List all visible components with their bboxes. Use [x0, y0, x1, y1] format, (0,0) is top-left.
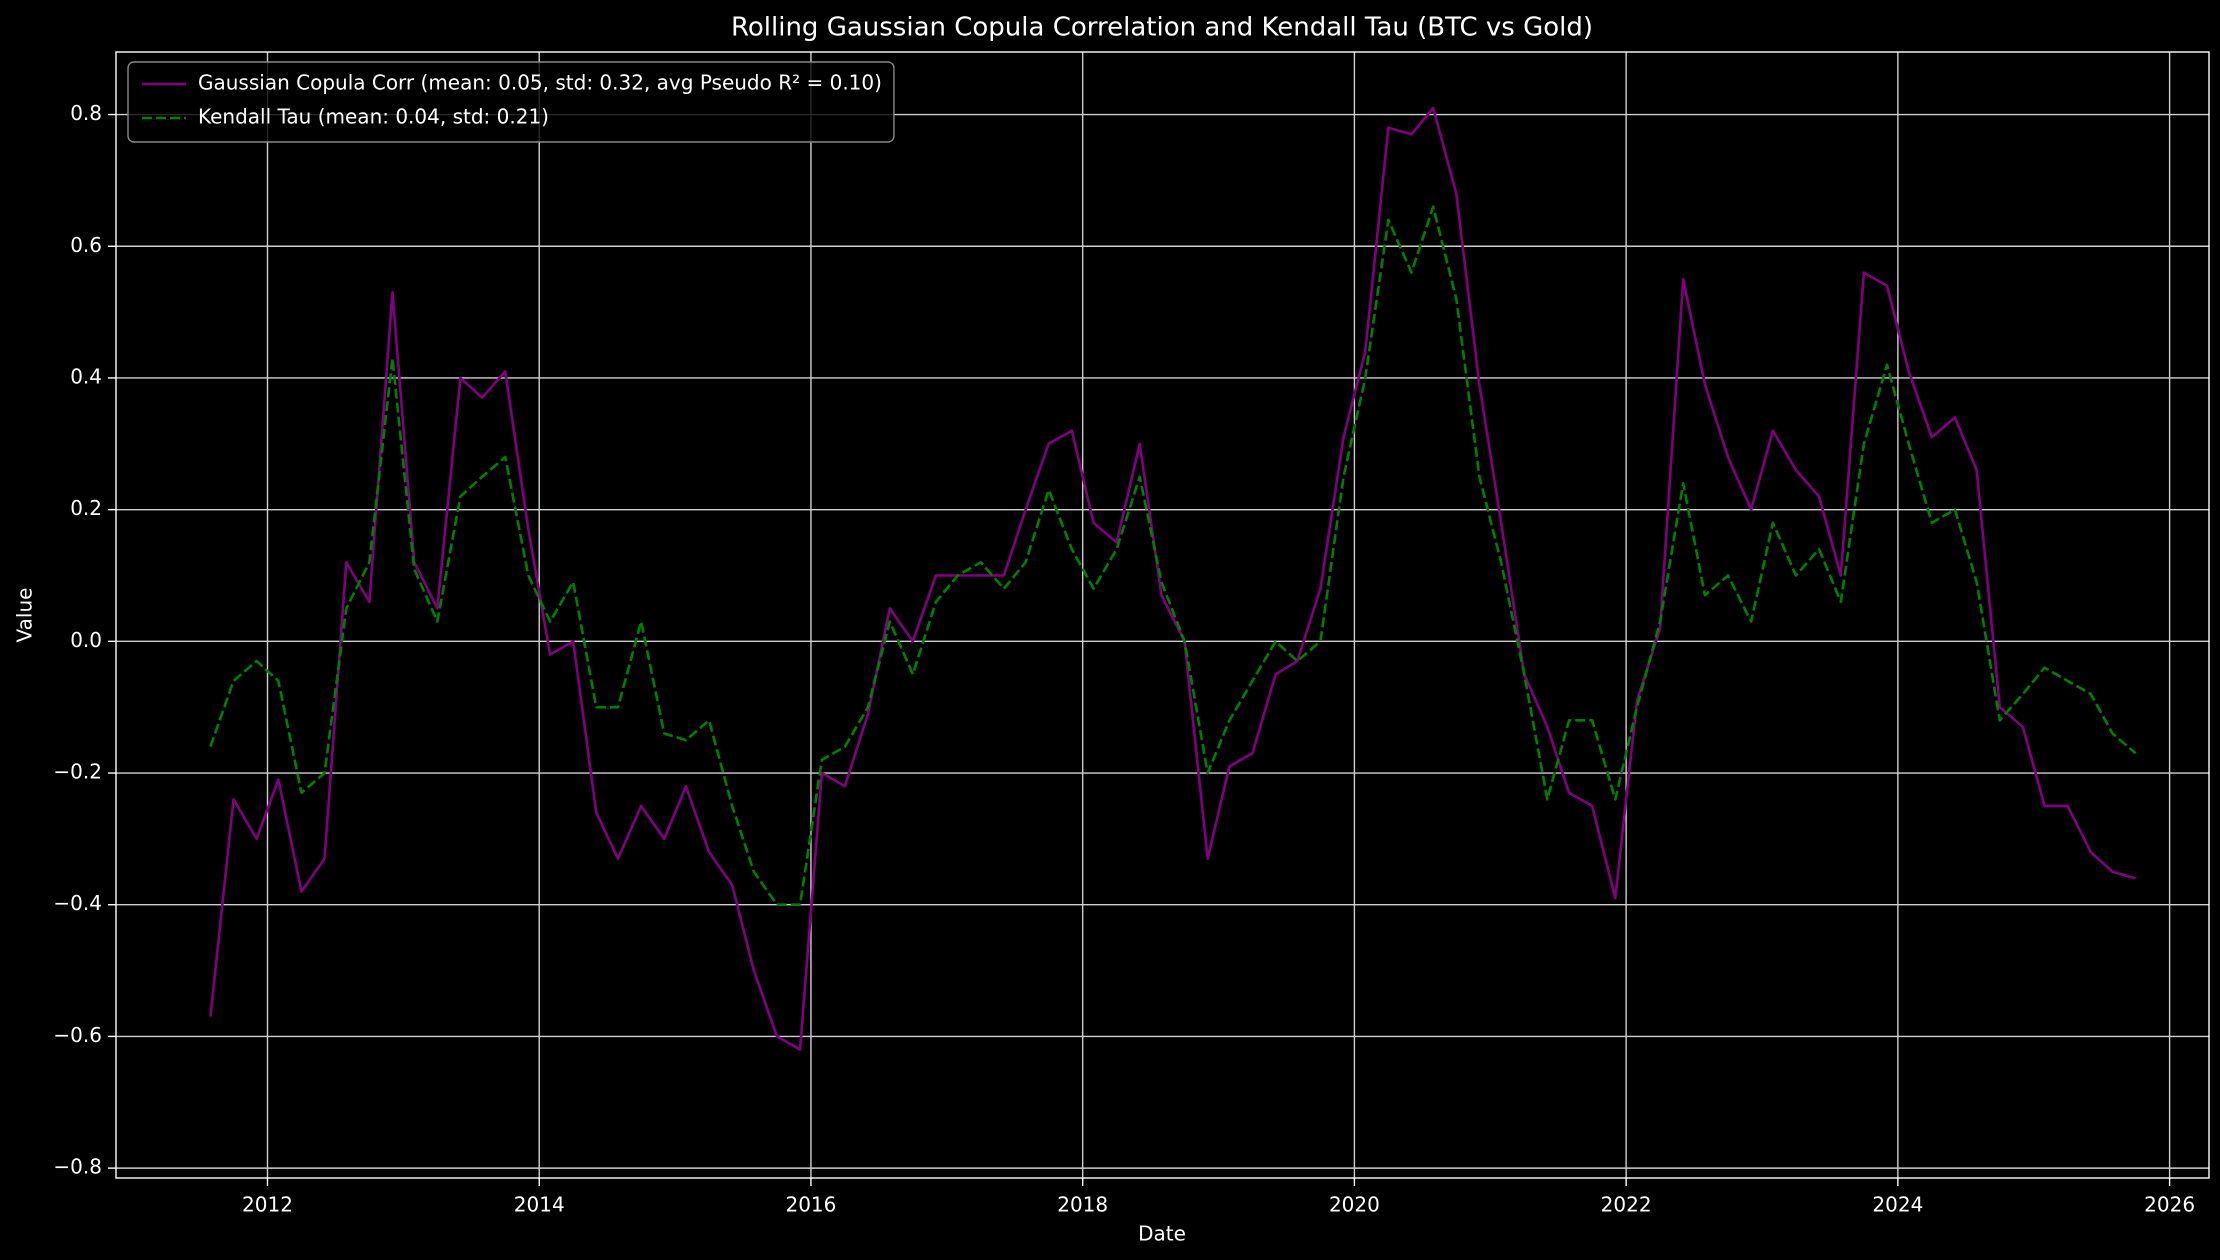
chart-title: Rolling Gaussian Copula Correlation and … — [731, 13, 1593, 43]
data-line — [209, 106, 2136, 1051]
y-tick-label: −0.4 — [53, 891, 102, 915]
y-tick-label: −0.8 — [53, 1155, 102, 1179]
legend-box — [127, 61, 895, 143]
x-tick-label: 2020 — [1329, 1193, 1380, 1217]
x-tick-label: 2024 — [1872, 1193, 1923, 1217]
legend-label: Kendall Tau (mean: 0.04, std: 0.21) — [198, 105, 549, 129]
y-tick-label: 0.4 — [70, 364, 102, 388]
x-tick-label: 2012 — [242, 1193, 293, 1217]
y-tick-label: 0.2 — [70, 496, 102, 520]
y-tick-label: −0.6 — [53, 1023, 102, 1047]
y-axis-label: Value — [13, 588, 37, 643]
x-tick-label: 2014 — [514, 1193, 565, 1217]
legend-label: Gaussian Copula Corr (mean: 0.05, std: 0… — [198, 71, 882, 95]
data-line — [209, 205, 2137, 907]
y-tick-label: 0.6 — [70, 233, 102, 257]
x-tick-label: 2018 — [1057, 1193, 1108, 1217]
y-tick-label: 0.0 — [70, 628, 102, 652]
legend: Gaussian Copula Corr (mean: 0.05, std: 0… — [127, 61, 895, 143]
x-tick-label: 2026 — [2144, 1193, 2195, 1217]
x-tick-label: 2022 — [1601, 1193, 1652, 1217]
y-tick-label: 0.8 — [70, 101, 102, 125]
y-tick-label: −0.2 — [53, 760, 102, 784]
x-axis-label: Date — [1138, 1222, 1186, 1246]
x-tick-label: 2016 — [785, 1193, 836, 1217]
plot-frame — [115, 51, 2210, 1179]
